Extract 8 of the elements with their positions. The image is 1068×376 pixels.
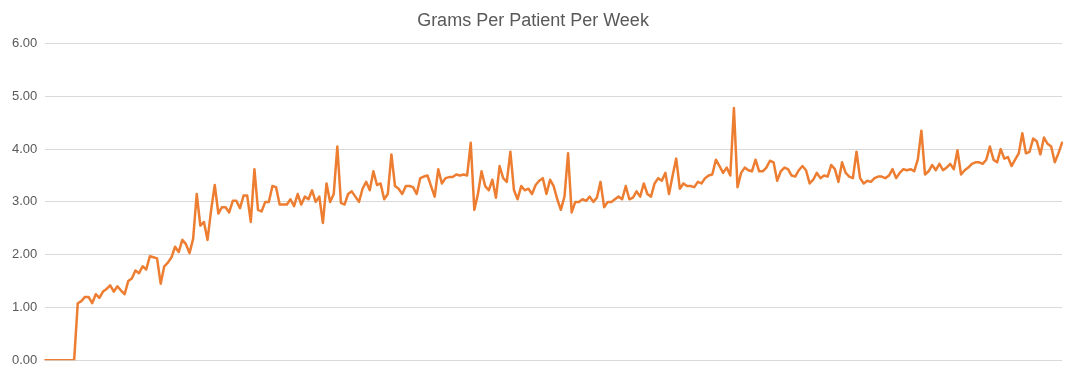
y-tick-label: 4.00 <box>11 140 38 156</box>
y-tick-label: 3.00 <box>11 193 38 209</box>
y-tick-label: 5.00 <box>11 87 38 103</box>
y-tick-label: 6.00 <box>11 35 38 51</box>
y-tick-label: 2.00 <box>11 246 38 262</box>
y-tick-label: 1.00 <box>11 299 38 315</box>
chart-title: Grams Per Patient Per Week <box>417 9 650 30</box>
y-tick-label: 0.00 <box>11 351 38 367</box>
